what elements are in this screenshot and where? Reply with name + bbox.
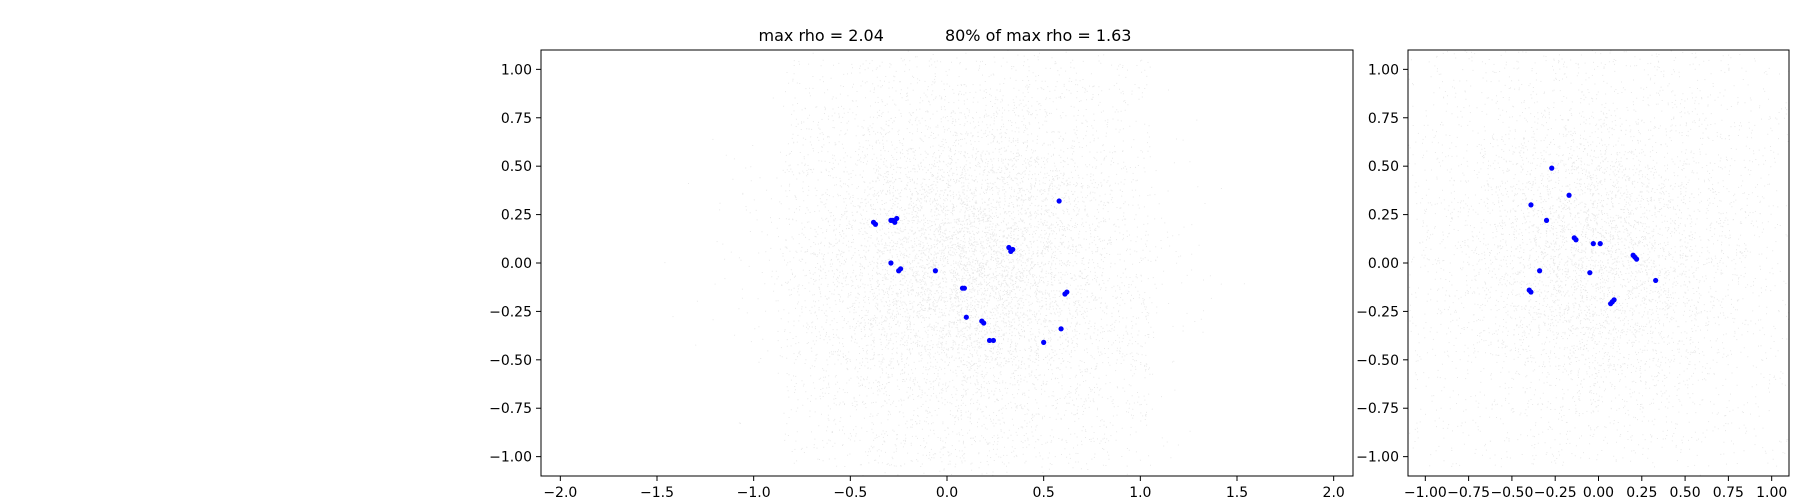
high-density-point xyxy=(1632,254,1638,260)
high-density-point xyxy=(1006,244,1012,251)
high-density-point xyxy=(1566,192,1572,198)
high-density-point xyxy=(1590,241,1596,247)
high-density-point xyxy=(1611,297,1617,303)
high-density-point xyxy=(1543,217,1550,223)
x-tick-label: −0.25 xyxy=(1534,485,1577,500)
axes-frame xyxy=(1407,49,1790,477)
high-density-point xyxy=(1608,301,1614,307)
y-tick-label: 0.00 xyxy=(1368,256,1399,272)
high-density-point xyxy=(1041,339,1047,345)
high-density-point xyxy=(932,268,939,274)
y-tick-label: 0.75 xyxy=(1368,111,1399,127)
high-density-point xyxy=(1537,268,1543,274)
background-point-cloud xyxy=(664,50,1245,476)
high-density-point xyxy=(981,320,987,326)
y-tick-label: 0.00 xyxy=(501,256,532,272)
y-tick-label: 0.25 xyxy=(501,208,532,224)
high-density-point xyxy=(1528,289,1534,295)
x-tick-label: 1.5 xyxy=(1226,485,1248,500)
x-tick-label: 0.50 xyxy=(1670,485,1701,500)
y-tick-label: 0.75 xyxy=(501,111,532,127)
x-tick-label: 1.00 xyxy=(1756,485,1787,500)
x-tick-label: 0.5 xyxy=(1033,485,1055,500)
high-density-point xyxy=(1549,165,1555,171)
high-density-point xyxy=(872,221,879,227)
high-density-point xyxy=(892,219,898,225)
high-density-point xyxy=(990,337,997,344)
chart-title: max rho = 2.04 80% of max rho = 1.63 xyxy=(759,26,1132,45)
high-density-point xyxy=(1573,237,1579,243)
high-density-point xyxy=(1056,198,1062,204)
y-tick-label: −0.25 xyxy=(489,304,532,320)
x-tick-label: 0.75 xyxy=(1713,485,1744,500)
high-density-point xyxy=(1528,202,1534,208)
x-tick-label: −1.00 xyxy=(1404,485,1447,500)
high-density-point xyxy=(961,285,968,291)
high-density-point xyxy=(1008,248,1014,254)
high-density-point xyxy=(1587,270,1593,276)
high-density-point xyxy=(1653,277,1659,284)
y-tick-label: −1.00 xyxy=(489,450,532,466)
x-tick-label: −0.5 xyxy=(833,485,867,500)
x-tick-label: 0.0 xyxy=(936,485,958,500)
main-scatter-plot: −2.0 −1.5 −1.0 −0.5 0.0 0.5 1.0 1.5 2.0 1.00 0.75 0… xyxy=(489,49,1354,500)
y-tick-label: −0.50 xyxy=(1356,353,1399,369)
x-tick-label: −1.5 xyxy=(640,485,674,500)
x-tick-label: −1.0 xyxy=(737,485,771,500)
side-scatter-plot: −1.00 −0.75 −0.50 −0.25 0.00 0.25 0.50 0.75 1.00… xyxy=(1356,49,1790,500)
y-tick-label: 1.00 xyxy=(501,62,532,78)
x-tick-label: −0.75 xyxy=(1447,485,1490,500)
high-density-point xyxy=(1597,241,1603,247)
y-tick-label: −0.75 xyxy=(489,401,532,417)
high-density-point xyxy=(894,215,900,222)
y-tick-label: 0.50 xyxy=(1368,159,1399,175)
y-tick-label: 0.50 xyxy=(501,159,532,175)
high-density-point xyxy=(986,337,993,344)
x-tick-label: 1.0 xyxy=(1129,485,1151,500)
y-tick-label: −0.50 xyxy=(489,353,532,369)
high-density-point xyxy=(896,268,902,274)
high-density-point xyxy=(963,314,969,320)
y-tick-label: −1.00 xyxy=(1356,450,1399,466)
high-density-point xyxy=(1064,289,1070,295)
y-tick-label: −0.75 xyxy=(1356,401,1399,417)
high-density-point xyxy=(888,260,894,266)
high-density-point xyxy=(888,217,894,223)
x-tick-label: 0.25 xyxy=(1626,485,1657,500)
x-tick-label: 2.0 xyxy=(1323,485,1345,500)
x-tick-label: 0.00 xyxy=(1583,485,1614,500)
y-tick-label: −0.25 xyxy=(1356,304,1399,320)
x-tick-label: −2.0 xyxy=(543,485,577,500)
high-density-point xyxy=(1058,326,1064,332)
y-tick-label: 1.00 xyxy=(1368,62,1399,78)
y-tick-label: 0.25 xyxy=(1368,208,1399,224)
x-tick-label: −0.50 xyxy=(1490,485,1533,500)
